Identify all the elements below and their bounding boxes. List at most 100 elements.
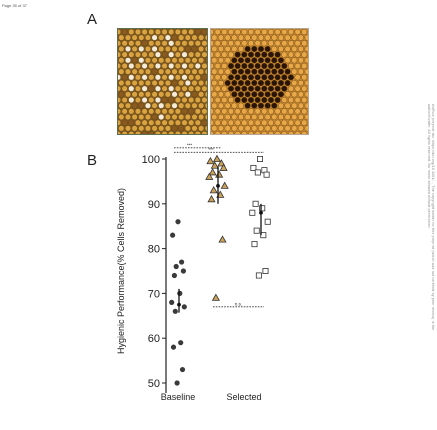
comb-cell [204, 114, 207, 121]
comb-cell [214, 85, 221, 92]
comb-cell [257, 34, 265, 41]
comb-cell [188, 29, 195, 36]
comb-cell [267, 119, 275, 126]
comb-cell [274, 29, 281, 36]
comb-cell [201, 40, 207, 47]
comb-cell [241, 130, 248, 134]
selected-triangle-point [211, 293, 220, 301]
comb-cell [291, 45, 298, 53]
comb-cell [291, 57, 298, 64]
comb-cell [121, 119, 128, 126]
comb-cell [138, 125, 145, 132]
comb-cell [211, 40, 215, 47]
comb-cell [224, 34, 231, 41]
comb-cell [174, 74, 181, 81]
comb-cell [148, 85, 155, 92]
comb-cell [198, 91, 205, 98]
significance-label: *** [187, 142, 193, 147]
comb-cell [297, 125, 305, 132]
comb-cell [154, 51, 161, 58]
selected-triangle-point [209, 186, 218, 194]
comb-cell [198, 79, 205, 87]
baseline-point [173, 263, 179, 270]
comb-cell [168, 51, 175, 58]
comb-cell [194, 85, 201, 92]
comb-cell [247, 119, 255, 126]
comb-cell [214, 130, 221, 134]
comb-cell [201, 130, 207, 134]
comb-cell [237, 57, 245, 64]
comb-cell [267, 74, 275, 81]
comb-cell [198, 102, 205, 109]
comb-cell [291, 91, 298, 98]
comb-cell [244, 68, 251, 75]
y-tick-label: 60 [148, 333, 160, 345]
comb-cell [257, 113, 265, 121]
comb-cell [247, 74, 255, 81]
comb-cell [254, 51, 261, 58]
comb-cell [287, 96, 295, 104]
comb-cell [257, 79, 265, 87]
comb-cell [221, 40, 228, 47]
comb-cell [227, 74, 235, 81]
comb-cell [128, 130, 135, 134]
comb-cell [118, 68, 125, 75]
comb-cell [164, 91, 171, 98]
comb-cell [237, 125, 245, 132]
comb-cell [214, 29, 221, 36]
comb-cell [144, 113, 151, 121]
honeycomb-photo-selected [210, 28, 309, 135]
comb-cell [284, 102, 291, 109]
comb-cell [287, 29, 295, 36]
comb-cell [121, 74, 128, 81]
comb-cell [214, 96, 221, 104]
baseline-point [179, 259, 185, 265]
comb-cell [128, 96, 135, 104]
comb-cell [201, 119, 207, 126]
comb-cell [251, 113, 258, 121]
comb-cell [244, 113, 251, 121]
comb-cell [264, 57, 271, 64]
comb-cell [304, 68, 308, 75]
comb-cell [128, 29, 135, 36]
comb-cell [217, 113, 225, 121]
comb-cell [234, 74, 241, 81]
comb-cell [261, 119, 268, 126]
comb-cell [194, 51, 201, 58]
comb-cell [184, 45, 191, 53]
comb-cell [118, 51, 122, 58]
comb-cell [148, 40, 155, 47]
comb-cell [124, 102, 132, 109]
comb-cell [254, 74, 261, 81]
comb-cell [281, 40, 288, 47]
comb-cell [128, 62, 135, 70]
comb-cell [134, 40, 142, 47]
comb-cell [287, 85, 295, 92]
comb-cell [201, 108, 207, 115]
comb-cell [281, 51, 288, 58]
mean-marker [177, 302, 181, 307]
comb-cell [181, 51, 188, 58]
comb-cell [118, 57, 125, 64]
comb-cell [168, 29, 175, 36]
comb-cell [254, 96, 261, 104]
comb-cell [211, 91, 218, 98]
comb-cell [291, 79, 298, 87]
significance-label: n.s. [235, 301, 242, 306]
comb-cell [264, 91, 271, 98]
baseline-point [178, 340, 184, 346]
comb-cell [144, 125, 151, 132]
comb-cell [217, 125, 225, 132]
comb-cell [277, 34, 285, 41]
comb-cell [174, 85, 181, 92]
comb-cell [174, 51, 181, 58]
comb-cell [154, 29, 161, 36]
comb-cell [294, 62, 301, 70]
comb-cell [234, 40, 241, 47]
comb-cell [118, 130, 122, 134]
comb-cell [171, 45, 178, 53]
comb-cell [251, 125, 258, 132]
comb-cell [281, 130, 288, 134]
comb-cell [221, 130, 228, 134]
